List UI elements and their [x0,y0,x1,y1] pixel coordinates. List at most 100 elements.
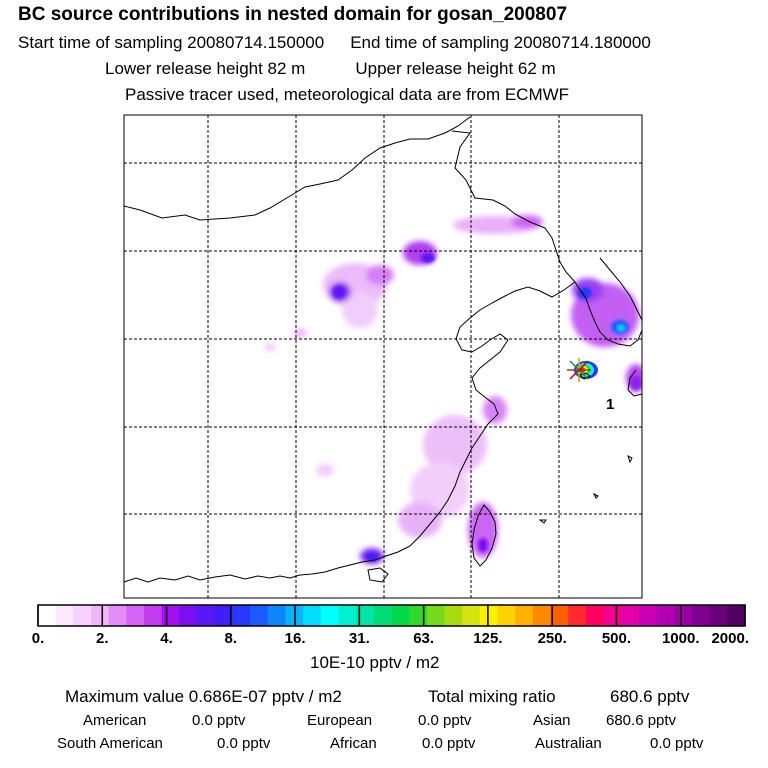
plume-fujian [398,502,442,538]
south-american-label: South American [57,735,163,752]
colorbar-tick-label: 0. [32,630,45,647]
concentration-cores [333,253,642,561]
colorbar-swatch [161,605,180,626]
asian-value: 680.6 pptv [606,712,677,729]
plume-taiwan [468,502,498,558]
african-label: African [330,735,377,752]
american-value: 0.0 pptv [192,712,246,729]
colorbar-swatch [532,605,552,626]
coast-bohai [124,281,576,583]
core-west [333,286,345,298]
colorbar-tick-label: 63. [413,630,434,647]
max-value-label: Maximum value 0.686E-07 pptv / m2 [65,687,342,706]
island-2 [592,492,599,499]
chart-title: BC source contributions in nested domain… [18,4,568,25]
island-3 [538,519,547,524]
island-1 [627,455,633,464]
end-time-label: End time of sampling 20080714.180000 [350,33,651,52]
colorbar-swatch [91,605,110,626]
start-time-label: Start time of sampling 20080714.150000 [18,33,325,52]
coastlines [124,116,642,583]
colorbar-swatch [479,605,499,626]
colorbar-tick-label: 500. [602,630,631,647]
coast-korea [574,281,642,347]
colorbar-swatch [621,605,640,626]
colorbar-swatch [373,605,392,626]
european-value: 0.0 pptv [418,712,472,729]
marker-ray-4 [569,360,589,380]
total-mixing-value: 680.6 pptv [610,687,690,706]
south-american-value: 0.0 pptv [217,735,271,752]
core-guangdong [366,553,378,561]
colorbar-swatch [444,605,463,626]
american-label: American [83,712,147,729]
colorbar-swatch [214,605,233,626]
colorbar-tick-label: 31. [349,630,370,647]
map-area [124,115,642,598]
colorbar-swatch [426,605,446,626]
colorbar [38,605,746,626]
core-korea-south-inner [617,325,625,331]
tracer-note: Passive tracer used, meteorological data… [125,85,570,104]
colorbar-swatch [338,605,357,626]
concentration-field [264,215,642,564]
colorbar-swatch [462,605,481,626]
colorbar-swatch [197,605,216,626]
plume-shandong [483,396,507,424]
core-taiwan [478,538,488,552]
colorbar-swatch [550,605,569,626]
border-mongolia [124,116,471,221]
plume-hebei [366,265,394,285]
colorbar-tick-label: 1000. [662,630,700,647]
colorbar-swatch [320,605,339,626]
colorbar-tick-label: 2000. [711,630,749,647]
colorbar-swatch [144,605,163,626]
receptor-label: 1 [606,396,614,413]
coast-taiwan [471,504,497,567]
sampling-times: Start time of sampling 20080714.150000 En… [18,33,651,53]
plume-south-west [316,464,334,476]
plume-inner-west-2 [342,292,378,328]
colorbar-swatch [250,605,269,626]
plume-small-mid [293,328,307,338]
receptor-marker [567,358,591,382]
colorbar-tick-label: 4. [160,630,173,647]
european-label: European [307,712,373,729]
border-northeast [451,130,576,283]
colorbar-swatch [727,605,746,626]
coast-hainan [367,567,389,583]
colorbar-tick-label: 16. [285,630,306,647]
coast-japan-kyushu [627,369,642,397]
colorbar-tick-label: 125. [473,630,502,647]
australian-label: Australian [535,735,602,752]
colorbar-unit: 10E-10 pptv / m2 [310,653,440,672]
release-heights: Lower release height 82 m Upper release h… [105,59,556,79]
island-jeju [579,372,591,380]
colorbar-swatch [497,605,516,626]
australian-value: 0.0 pptv [650,735,704,752]
core-beijing [421,253,435,263]
colorbar-swatch [303,605,322,626]
map-frame [123,114,643,599]
core-japan [630,376,642,390]
colorbar-swatch [232,605,251,626]
colorbar-swatch [603,605,622,626]
upper-release-label: Upper release height 62 m [355,59,556,78]
colorbar-swatch [674,605,693,626]
colorbar-tick-label: 250. [538,630,567,647]
colorbar-swatch [55,605,74,626]
core-korea-north [578,287,592,299]
colorbar-tick-label: 2. [96,630,109,647]
colorbar-swatch [656,605,675,626]
plume-small-west [264,343,276,351]
colorbar-swatch [108,605,127,626]
lat-lon-grid [124,115,642,598]
asian-label: Asian [533,712,571,729]
plume-north-core [511,215,543,229]
colorbar-swatch [267,605,286,626]
colorbar-swatch [126,605,145,626]
colorbar-ticks: 0. 2. 4. 8. 16. 31. 63. 125. 250. 500. 1000. 2000. [32,605,749,647]
korea-east [599,257,642,321]
colorbar-swatch [515,605,534,626]
